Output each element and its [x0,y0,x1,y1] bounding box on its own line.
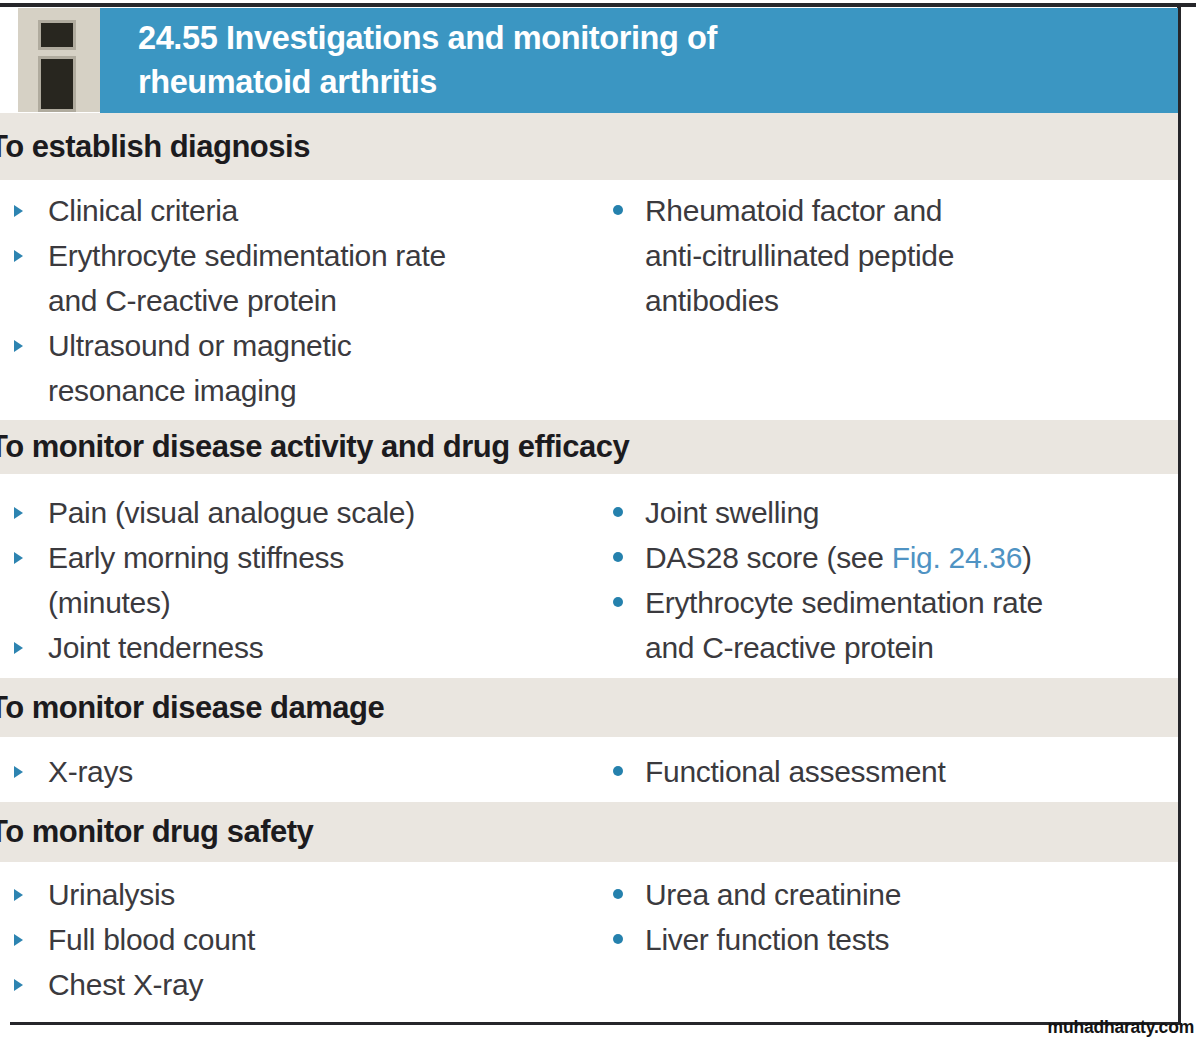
list-item: Liver function tests [590,917,1178,962]
das28-suffix: ) [1022,541,1032,574]
triangle-bullet-icon [14,766,23,778]
list-item: Erythrocyte sedimentation rate and C-rea… [590,580,1178,670]
watermark: muhadharaty.com [1048,1017,1194,1038]
list-item: Urinalysis [0,872,590,917]
list-item: Pain (visual analogue scale) [0,490,590,535]
triangle-bullet-icon [14,889,23,901]
dot-bullet-icon [613,934,623,944]
list-item: Functional assessment [590,749,1178,794]
left-column: Pain (visual analogue scale) Early morni… [0,490,590,694]
triangle-bullet-icon [14,250,23,262]
dot-bullet-icon [613,552,623,562]
list-item: X-rays [0,749,590,794]
das28-prefix: DAS28 score (see [645,541,892,574]
top-border-line [0,3,1196,7]
dot-bullet-icon [613,597,623,607]
section-heading-disease-activity: To monitor disease activity and drug eff… [0,420,1178,474]
bottom-border-line [10,1022,1178,1025]
triangle-bullet-icon [14,340,23,352]
list-item: Joint swelling [590,490,1178,535]
box-title-text: Investigations and monitoring of rheumat… [138,20,717,100]
section-heading-establish-diagnosis: To establish diagnosis [0,113,1178,180]
triangle-bullet-icon [14,642,23,654]
dot-bullet-icon [613,889,623,899]
dot-bullet-icon [613,766,623,776]
box-header: 24.55 Investigations and monitoring of r… [100,8,1178,113]
left-column: Urinalysis Full blood count Chest X-ray [0,872,590,1030]
info-box-24-55: 24.55 Investigations and monitoring of r… [0,0,1196,1042]
list-item: Joint tenderness [0,625,590,670]
section-heading-drug-safety: To monitor drug safety [0,802,1178,862]
box-number: 24.55 [138,20,217,56]
section-establish-diagnosis: Clinical criteria Erythrocyte sedimentat… [0,180,1178,428]
list-item: Urea and creatinine [590,872,1178,917]
left-column: Clinical criteria Erythrocyte sedimentat… [0,188,590,428]
dot-bullet-icon [613,507,623,517]
section-drug-safety: Urinalysis Full blood count Chest X-ray … [0,862,1178,1030]
triangle-bullet-icon [14,205,23,217]
right-column: Rheumatoid factor and anti-citrullinated… [590,188,1178,428]
dot-bullet-icon [613,205,623,215]
list-item-das28: DAS28 score (see Fig. 24.36) [590,535,1178,580]
list-item: Early morning stiffness (minutes) [0,535,590,625]
section-heading-disease-damage: To monitor disease damage [0,678,1178,737]
info-icon-box [18,8,100,112]
triangle-bullet-icon [14,979,23,991]
list-item: Chest X-ray [0,962,590,1007]
box-title: 24.55 Investigations and monitoring of r… [100,8,1178,104]
list-item: Rheumatoid factor and anti-citrullinated… [590,188,1178,323]
right-column: Joint swelling DAS28 score (see Fig. 24.… [590,490,1178,694]
right-column: Urea and creatinine Liver function tests [590,872,1178,1030]
triangle-bullet-icon [14,507,23,519]
fig-24-36-link[interactable]: Fig. 24.36 [892,541,1022,574]
list-item: Erythrocyte sedimentation rate and C-rea… [0,233,590,323]
list-item: Ultrasound or magnetic resonance imaging [0,323,590,413]
list-item: Clinical criteria [0,188,590,233]
triangle-bullet-icon [14,934,23,946]
section-disease-activity: Pain (visual analogue scale) Early morni… [0,474,1178,694]
list-item: Full blood count [0,917,590,962]
triangle-bullet-icon [14,552,23,564]
